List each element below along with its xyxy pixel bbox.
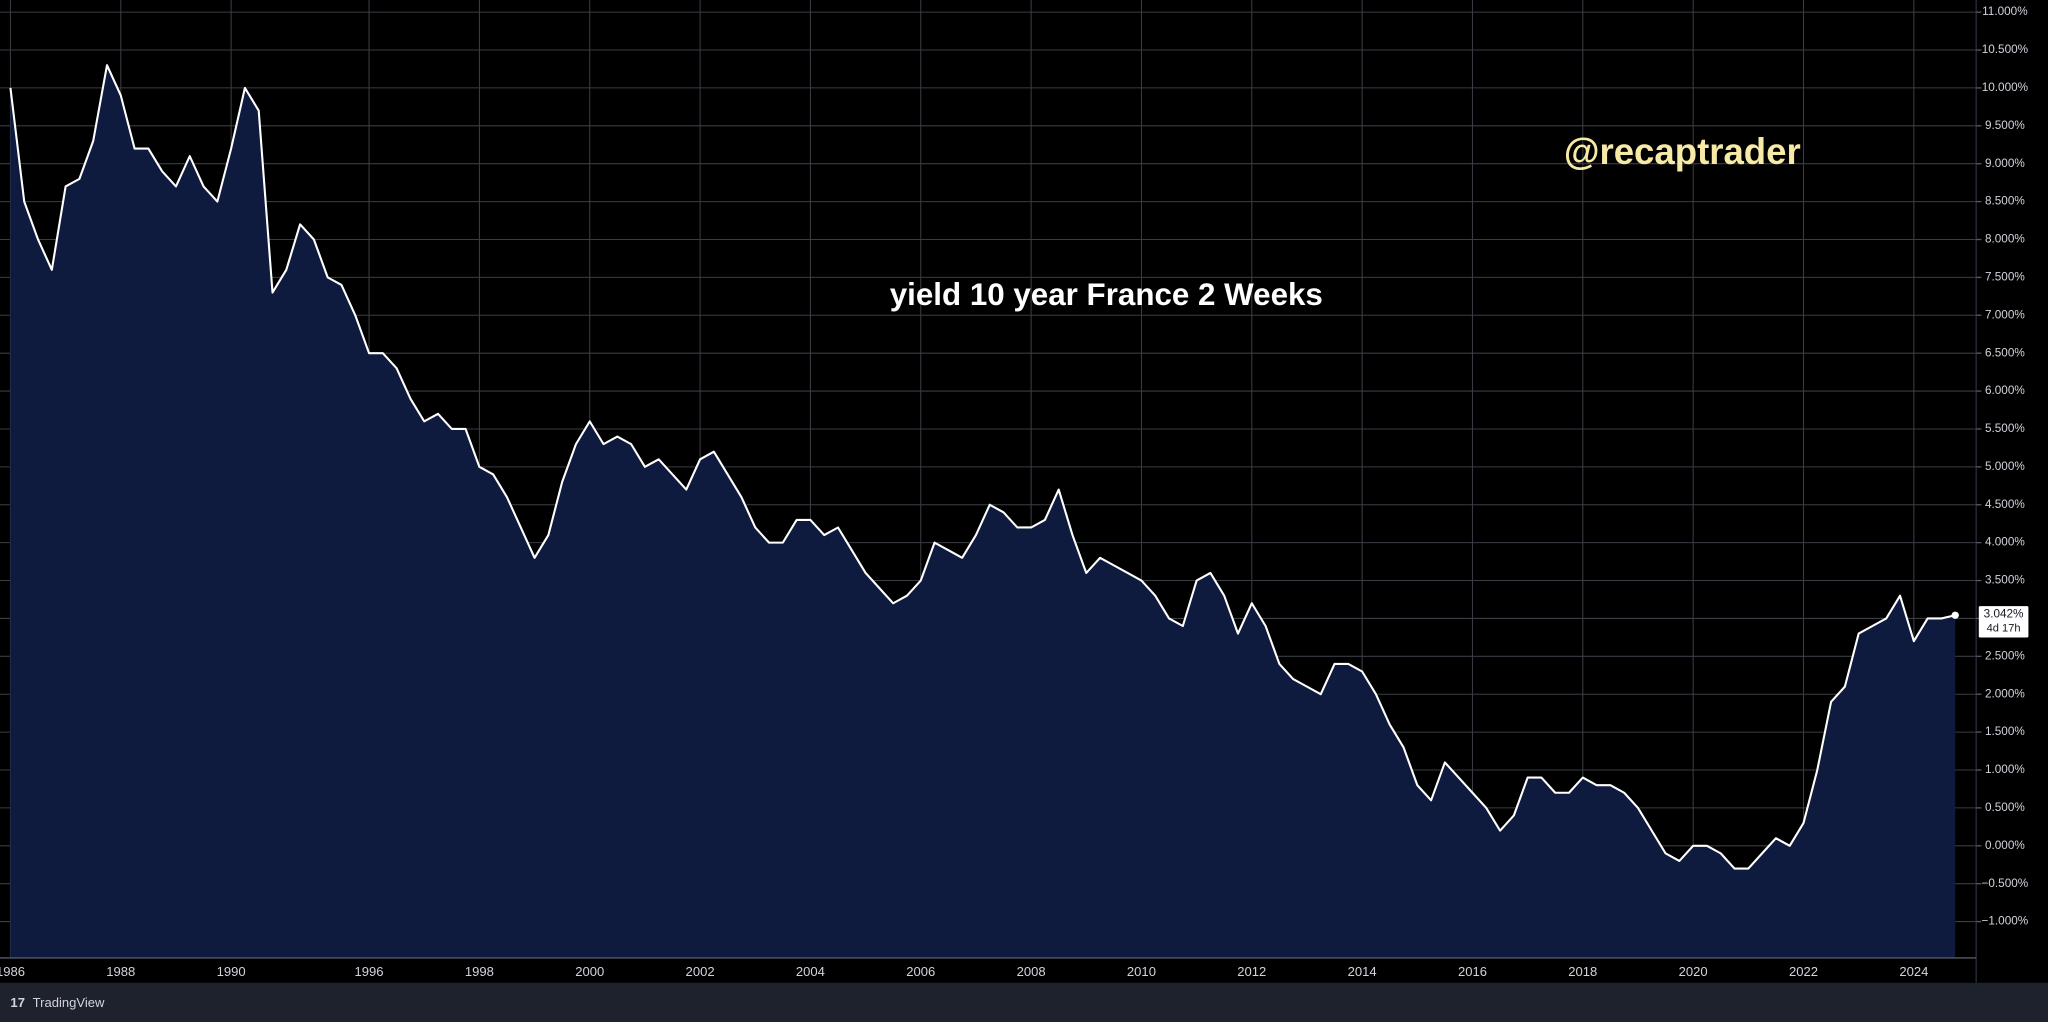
brand-mark: 17: [10, 995, 25, 1010]
x-tick-label: 1986: [0, 964, 25, 979]
x-tick-label: 1998: [465, 964, 494, 979]
brand-logo: 17: [10, 995, 25, 1010]
y-tick-label: 2.000%: [1985, 687, 2025, 700]
y-tick-label: 5.000%: [1985, 460, 2025, 473]
y-tick-label: −0.500%: [1982, 877, 2029, 890]
y-tick-label: 6.000%: [1985, 384, 2025, 397]
y-tick-label: 1.000%: [1985, 763, 2025, 776]
y-tick-label: 10.500%: [1982, 43, 2029, 56]
x-tick-label: 2014: [1348, 964, 1377, 979]
x-tick-label: 2002: [686, 964, 715, 979]
footer-bar: [0, 982, 2048, 1022]
price-tag-value: 3.042%: [1984, 608, 2024, 621]
x-tick-label: 2004: [796, 964, 825, 979]
x-tick-label: 2000: [575, 964, 604, 979]
x-tick-label: 2006: [906, 964, 935, 979]
y-tick-label: 1.500%: [1985, 725, 2025, 738]
price-tag: [1978, 606, 2029, 638]
y-tick-label: 4.500%: [1985, 498, 2025, 511]
y-tick-label: 8.000%: [1985, 233, 2025, 246]
y-tick-label: 9.000%: [1985, 157, 2025, 170]
x-tick-label: 2020: [1679, 964, 1708, 979]
y-tick-label: 0.000%: [1985, 839, 2025, 852]
x-tick-label: 1988: [106, 964, 135, 979]
chart-title: yield 10 year France 2 Weeks: [890, 277, 1323, 312]
x-tick-label: 2016: [1458, 964, 1487, 979]
y-tick-label: 6.500%: [1985, 346, 2025, 359]
x-tick-label: 2012: [1237, 964, 1266, 979]
x-tick-label: 2018: [1568, 964, 1597, 979]
y-tick-label: 2.500%: [1985, 649, 2025, 662]
y-tick-label: 8.500%: [1985, 195, 2025, 208]
plot: [9, 64, 1959, 958]
area: [10, 65, 1956, 958]
y-tick-label: 9.500%: [1985, 119, 2025, 132]
y-tick-label: −1.000%: [1982, 915, 2029, 928]
x-tick-label: 2022: [1789, 964, 1818, 979]
line: [9, 64, 1956, 870]
x-tick-label: 1990: [217, 964, 246, 979]
y-tick-label: 3.500%: [1985, 574, 2025, 587]
watermark: @recaptrader: [1564, 131, 1801, 172]
y-tick-label: 7.500%: [1985, 270, 2025, 283]
last-point: [1951, 611, 1959, 619]
y-tick-label: 7.000%: [1985, 308, 2025, 321]
brand: TradingView: [33, 995, 105, 1010]
countdown: 4d 17h: [1987, 622, 2021, 634]
y-tick-label: 10.000%: [1982, 81, 2029, 94]
y-tick-label: 11.000%: [1982, 5, 2028, 18]
x-tick-label: 1996: [355, 964, 384, 979]
x-tick-label: 2010: [1127, 964, 1156, 979]
x-tick-label: 2008: [1017, 964, 1046, 979]
y-tick-label: 0.500%: [1985, 801, 2025, 814]
x-tick-label: 2024: [1899, 964, 1928, 979]
y-tick-label: 4.000%: [1985, 536, 2025, 549]
y-tick-label: 5.500%: [1985, 422, 2025, 435]
